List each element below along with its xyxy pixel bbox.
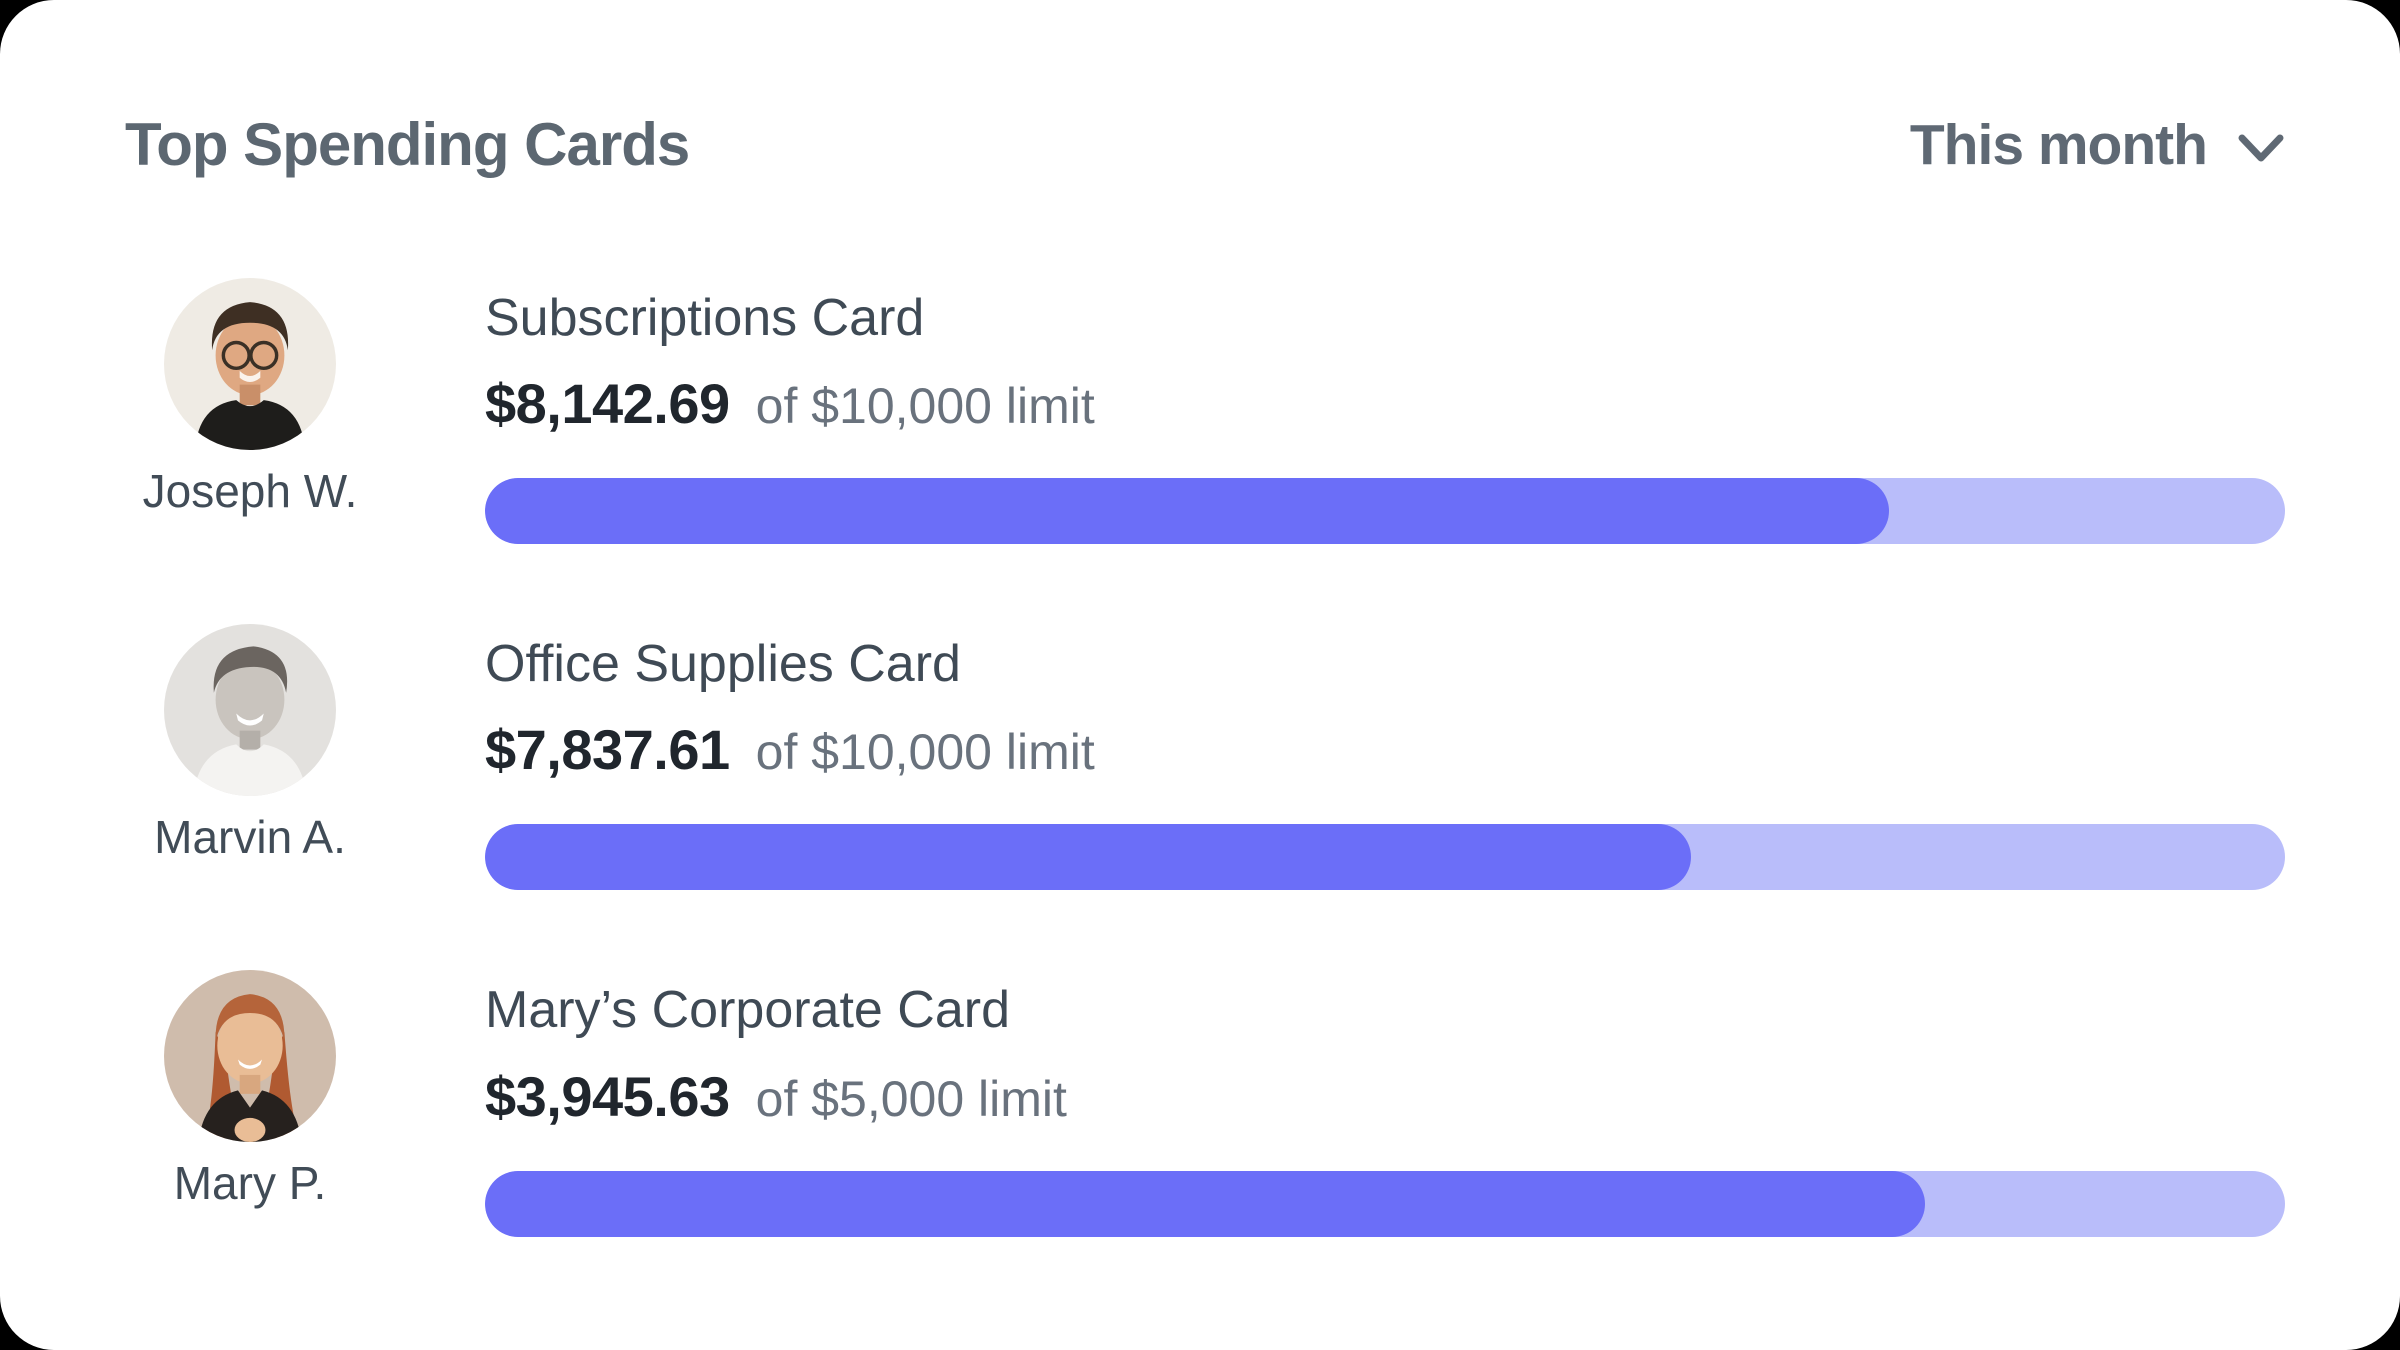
cardholder-name: Mary P. [173, 1157, 327, 1210]
spending-progress-track [485, 824, 2285, 891]
period-selector-label: This month [1909, 113, 2208, 177]
cardholder-name: Joseph W. [142, 465, 358, 517]
cardholder-column: Marvin A. [125, 624, 375, 864]
amount-line: $3,945.63 of $5,000 limit [485, 1064, 2285, 1129]
avatar-photo [164, 624, 336, 797]
spent-amount: $8,142.69 [485, 372, 730, 436]
amount-line: $8,142.69 of $10,000 limit [485, 371, 2285, 436]
card-details: Mary’s Corporate Card $3,945.63 of $5,00… [485, 981, 2285, 1237]
list-item: Joseph W. Subscriptions Card $8,142.69 o… [125, 278, 2285, 545]
card-name: Office Supplies Card [485, 635, 961, 694]
avatar-photo [164, 278, 336, 450]
card-details: Office Supplies Card $7,837.61 of $10,00… [485, 635, 2285, 891]
spending-progress-track [485, 1170, 2285, 1237]
spending-progress-track [485, 478, 2285, 545]
card-name: Mary’s Corporate Card [485, 981, 1011, 1040]
cardholder-column: Mary P. [125, 970, 375, 1210]
spent-amount: $7,837.61 [485, 718, 730, 782]
card-details: Subscriptions Card $8,142.69 of $10,000 … [485, 289, 2285, 545]
list-item: Mary P. Mary’s Corporate Card $3,945.63 … [125, 970, 2285, 1237]
limit-text: of $5,000 limit [755, 1070, 1067, 1127]
spending-progress-fill [485, 478, 1889, 545]
card-name: Subscriptions Card [485, 289, 925, 347]
avatar-photo [164, 970, 336, 1143]
chevron-down-icon [2237, 125, 2285, 165]
spending-progress-fill [485, 1170, 1925, 1237]
cardholder-column: Joseph W. [125, 278, 375, 518]
spending-card-list: Joseph W. Subscriptions Card $8,142.69 o… [125, 278, 2285, 1237]
limit-text: of $10,000 limit [755, 378, 1095, 435]
panel-header: Top Spending Cards This month [125, 112, 2285, 178]
period-selector-dropdown[interactable]: This month [1910, 112, 2285, 178]
list-item: Marvin A. Office Supplies Card $7,837.61… [125, 624, 2285, 891]
spending-progress-fill [485, 824, 1691, 891]
amount-line: $7,837.61 of $10,000 limit [485, 717, 2285, 782]
cardholder-name: Marvin A. [154, 811, 346, 864]
limit-text: of $10,000 limit [755, 724, 1095, 781]
page-title: Top Spending Cards [125, 111, 690, 178]
spent-amount: $3,945.63 [485, 1064, 730, 1128]
